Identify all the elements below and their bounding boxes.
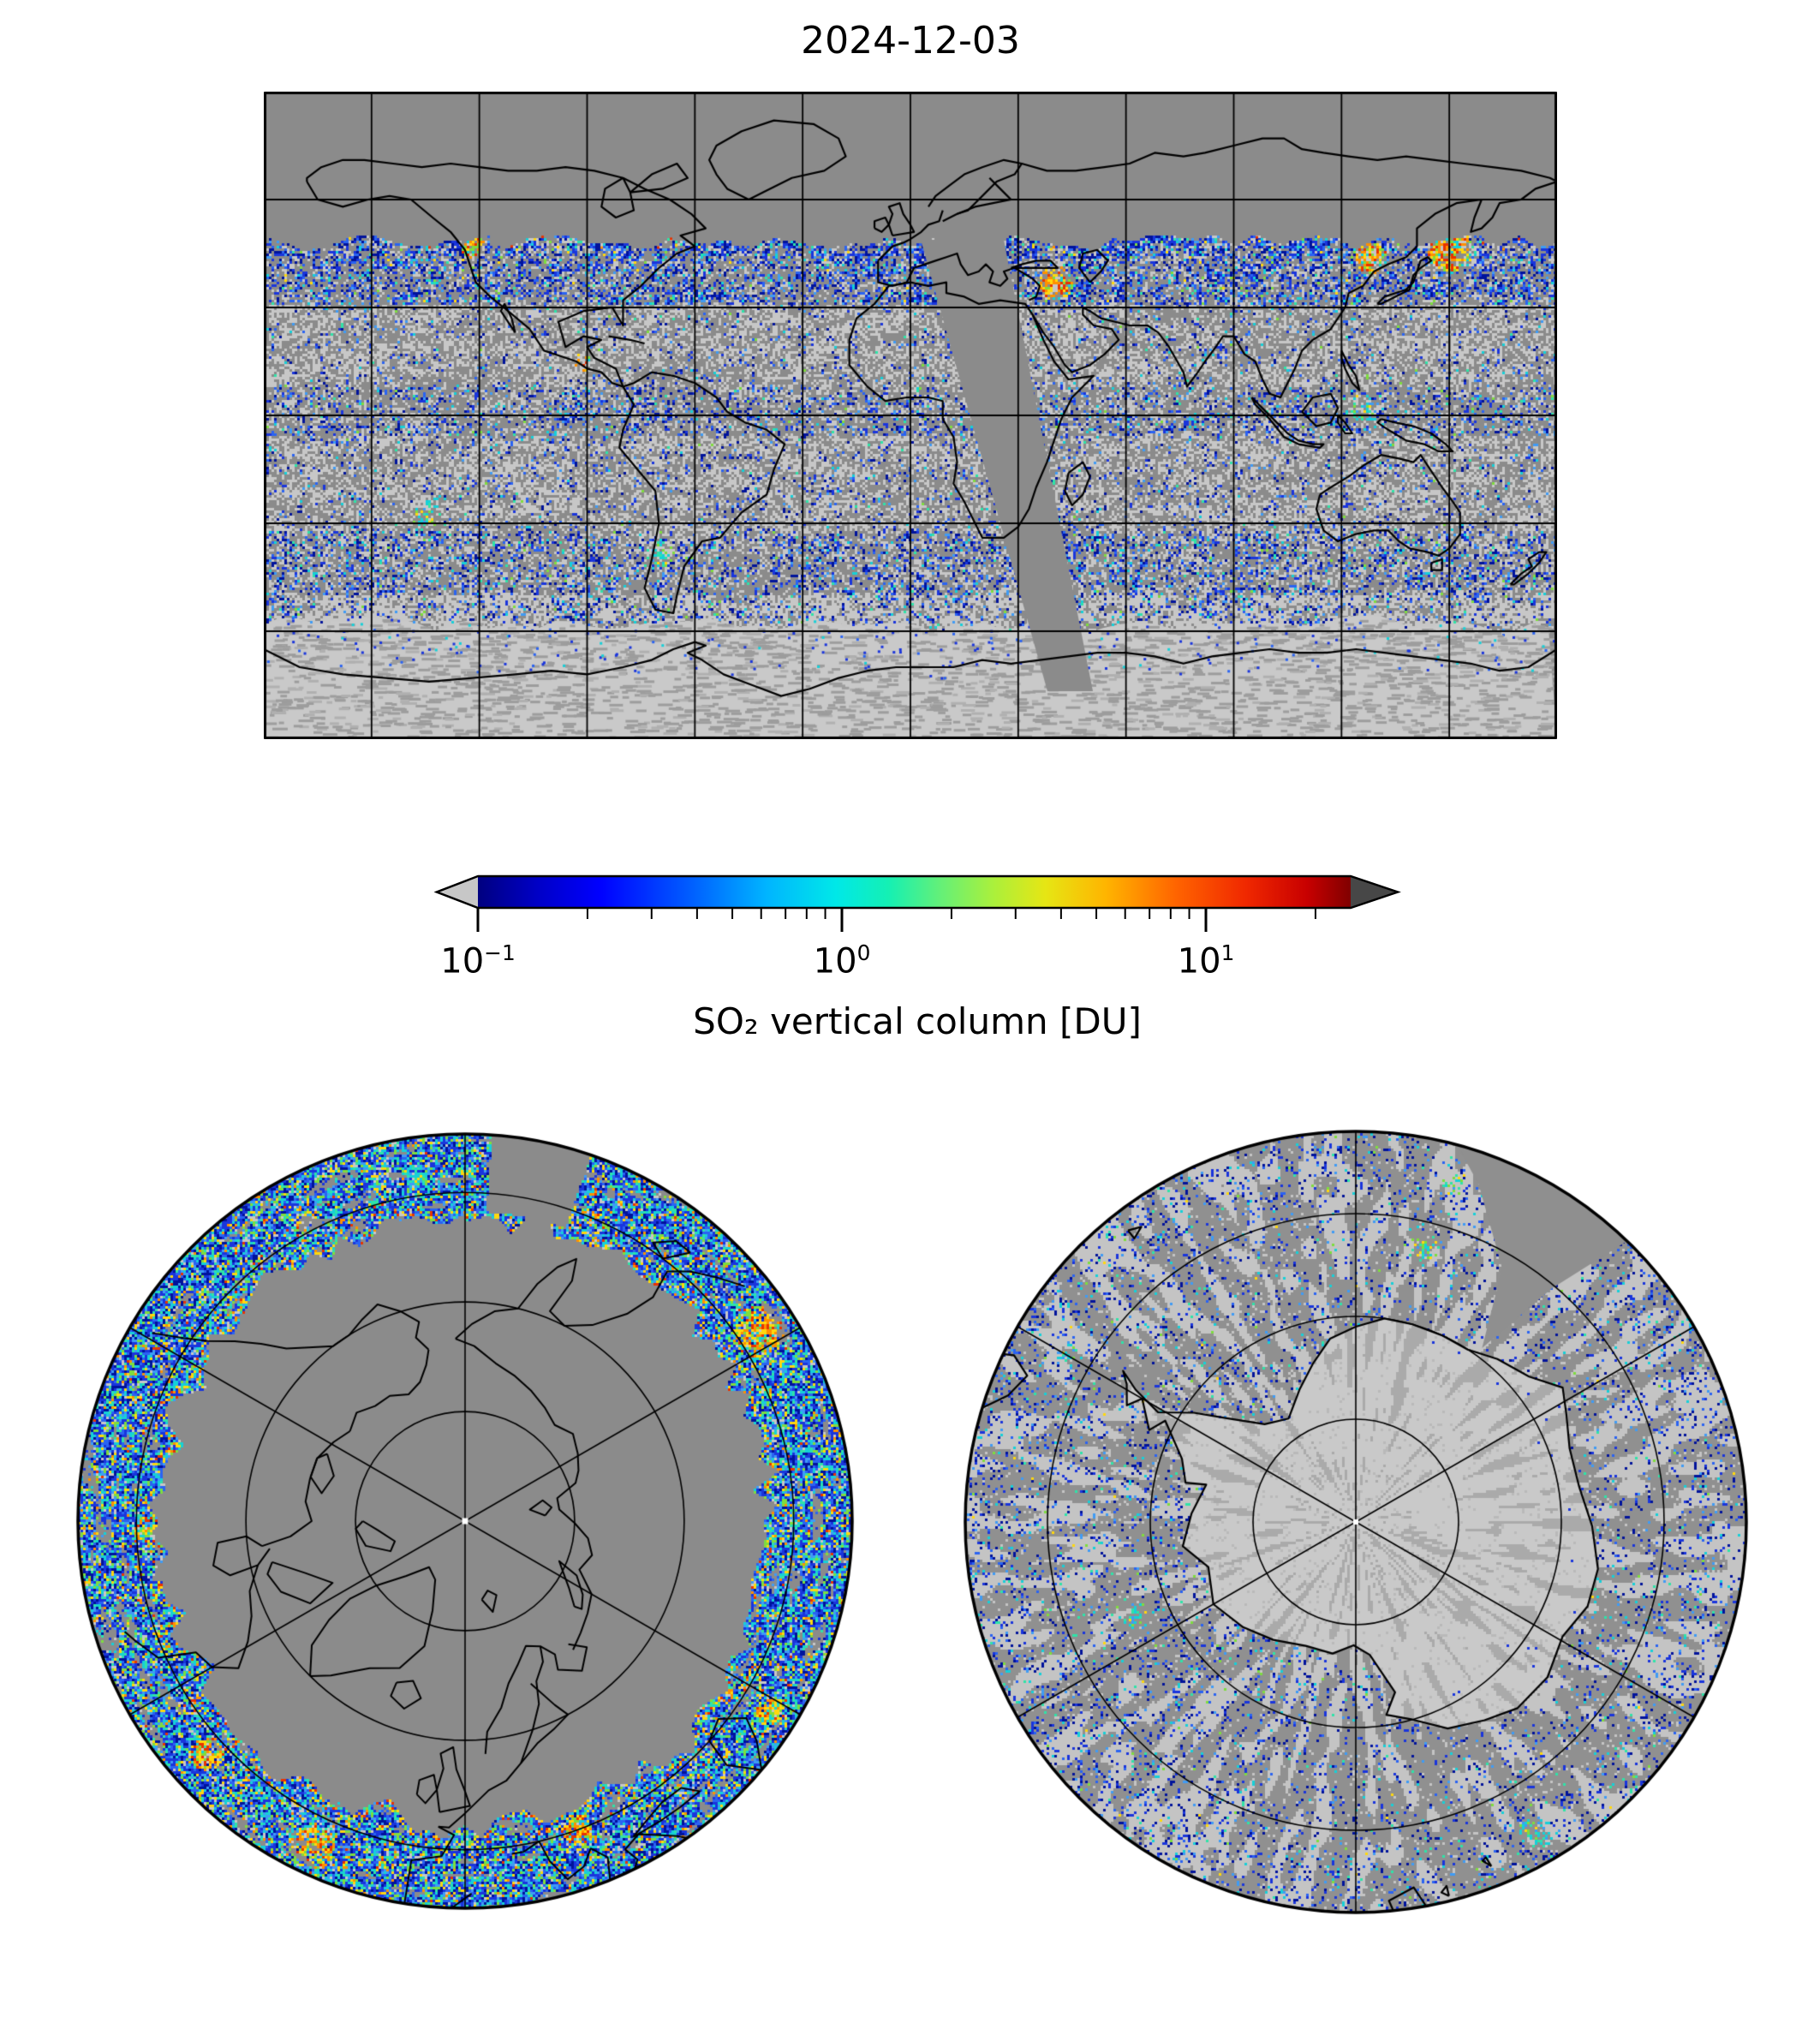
colorbar-tick-label: 100 (813, 940, 871, 982)
south-polar-map-canvas (962, 1128, 1750, 1916)
north-polar-map-canvas (73, 1129, 857, 1913)
colorbar-tick-label: 10−1 (440, 940, 516, 982)
colorbar-over-arrow (1351, 876, 1398, 908)
colorbar-outline (433, 874, 1401, 910)
colorbar-gradient-bar (478, 876, 1351, 908)
colorbar (433, 874, 1401, 932)
figure-title: 2024-12-03 (801, 19, 1020, 63)
colorbar-under-arrow (437, 876, 478, 908)
colorbar-label: SO₂ vertical column [DU] (693, 1000, 1142, 1042)
colorbar-tick-label: 101 (1177, 940, 1235, 982)
global-map-canvas (264, 92, 1557, 739)
